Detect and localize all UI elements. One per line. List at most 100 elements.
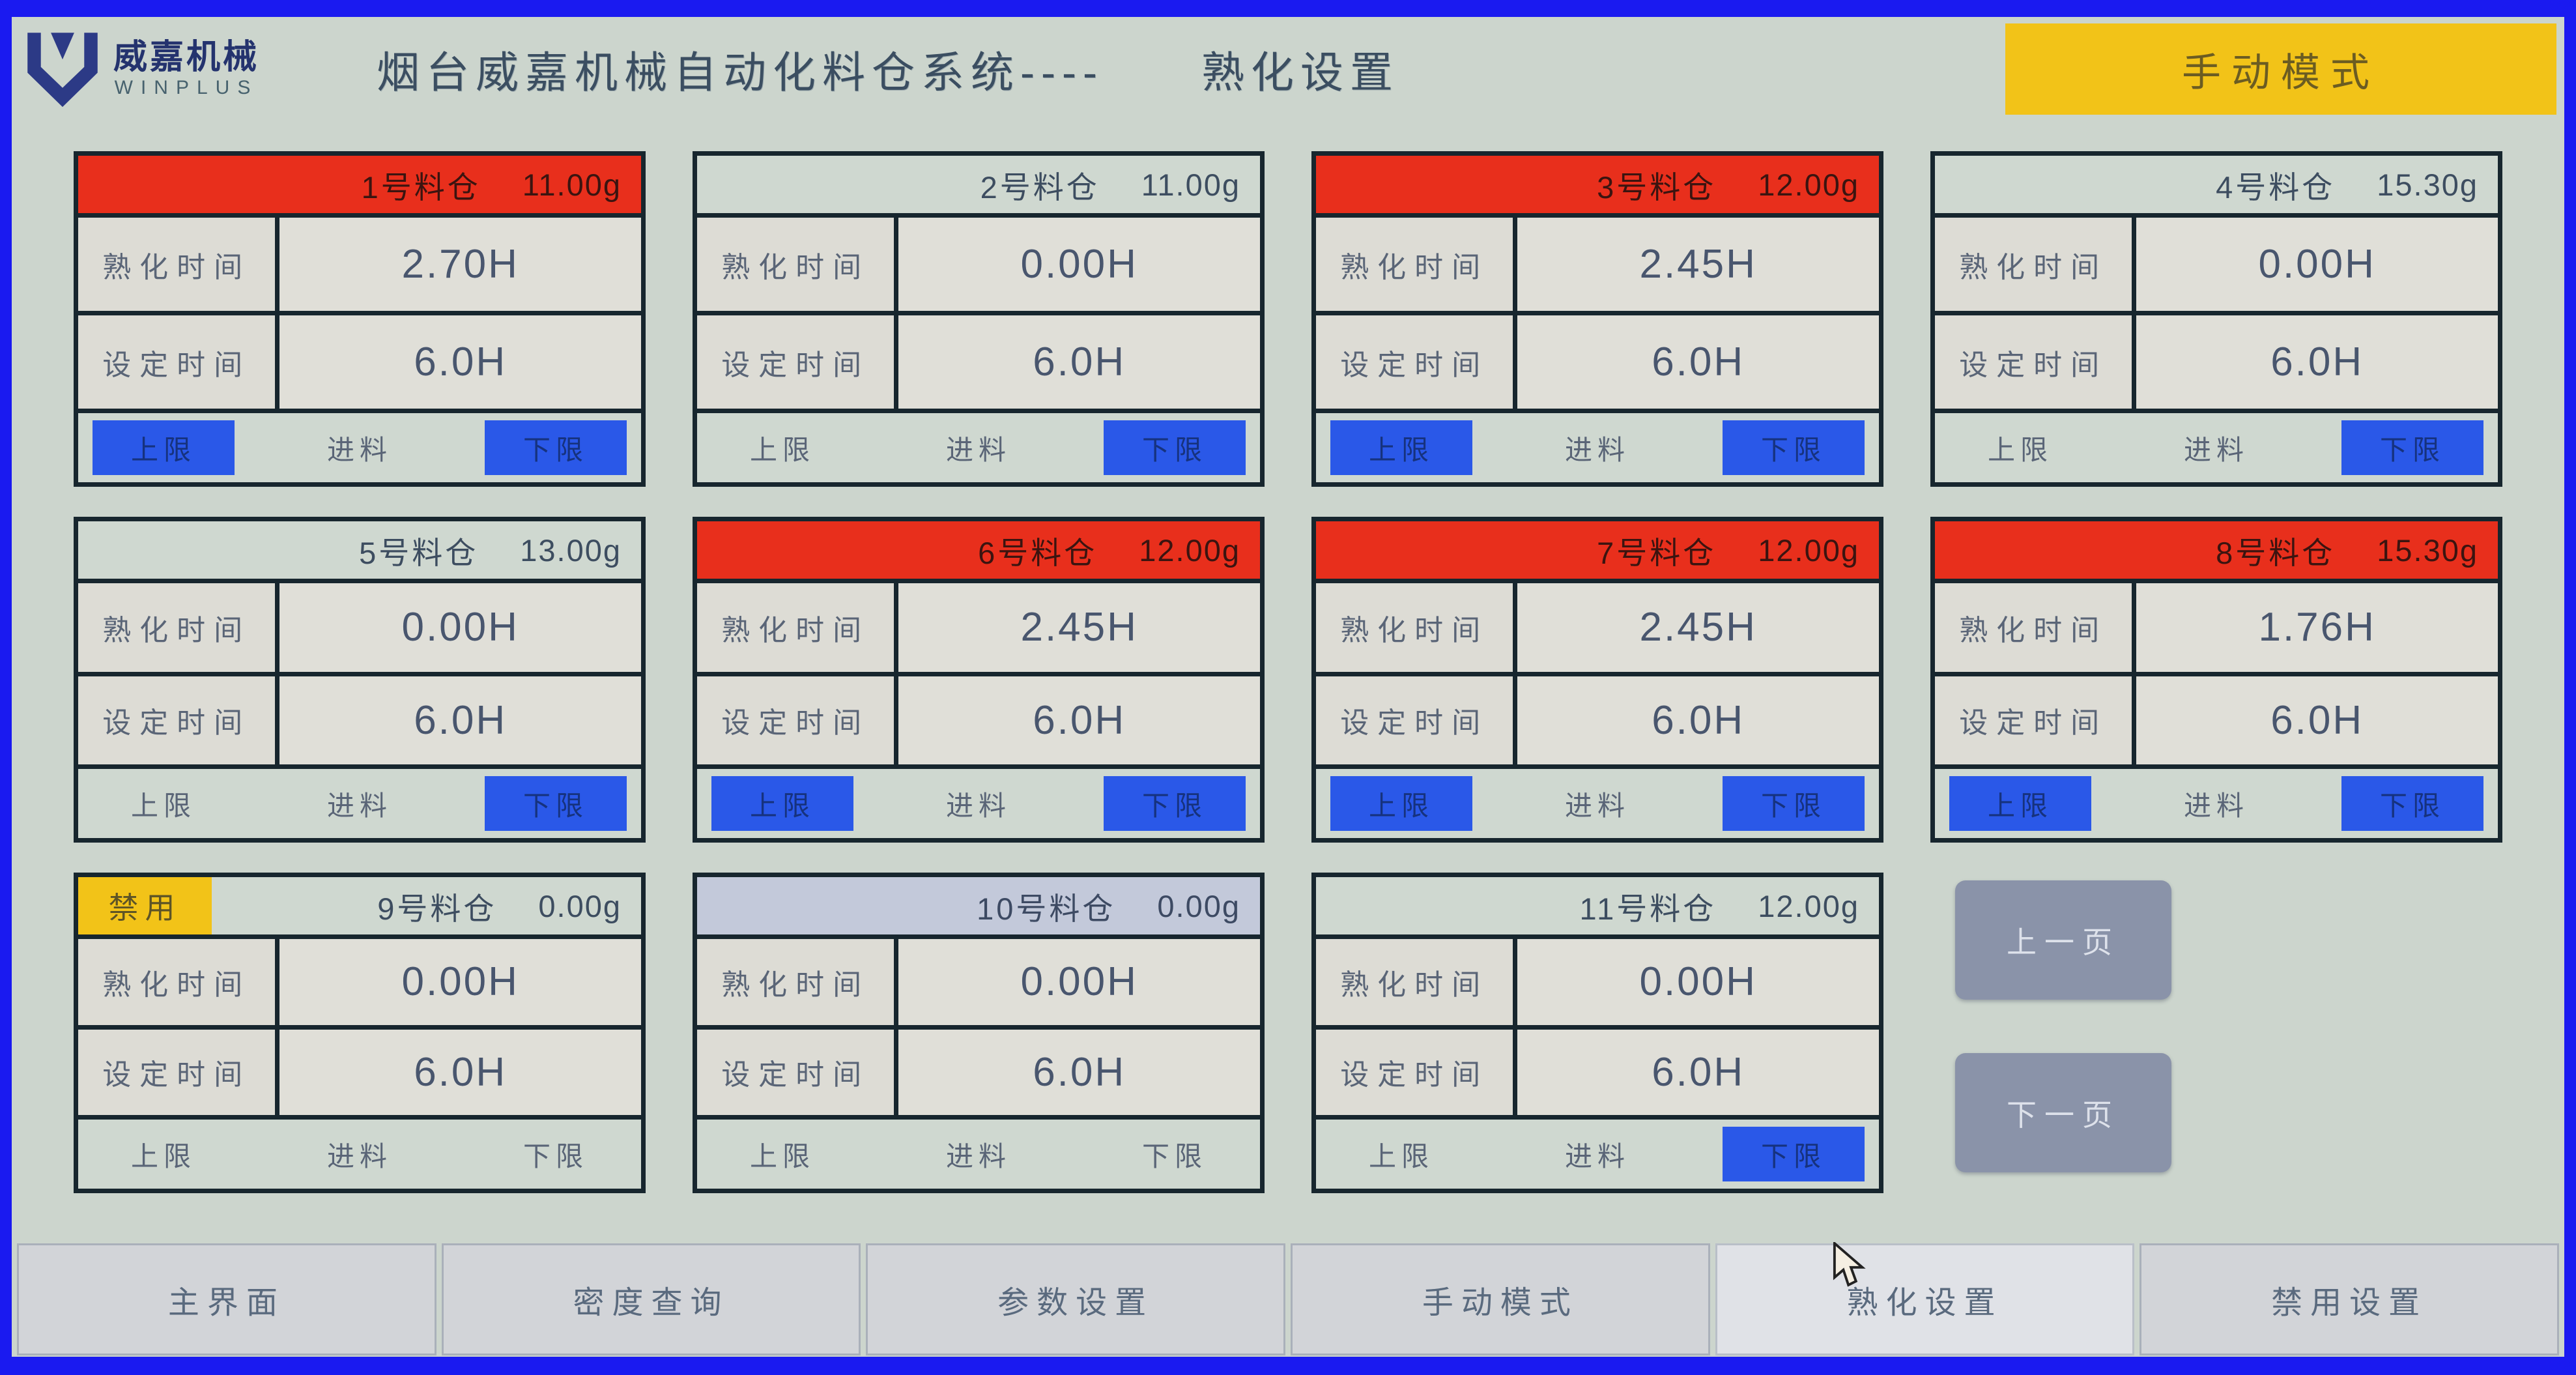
silo-weight: 0.00g [1157, 888, 1240, 923]
set-time-value[interactable]: 6.0H [898, 315, 1260, 409]
set-time-value[interactable]: 6.0H [2136, 676, 2498, 764]
silo-panel: 11号料仓 12.00g 熟化时间 0.00H 设定时间 6.0H 上限 进料 … [1311, 873, 1883, 1193]
curing-time-value[interactable]: 2.45H [1517, 218, 1879, 311]
silo-header[interactable]: 禁用 9号料仓 0.00g [78, 877, 641, 939]
silo-panel: 4号料仓 15.30g 熟化时间 0.00H 设定时间 6.0H 上限 进料 下… [1930, 151, 2502, 487]
curing-time-value[interactable]: 1.76H [2136, 583, 2498, 672]
nav-button[interactable]: 参数设置 [866, 1243, 1285, 1355]
upper-limit-indicator: 上限 [749, 1140, 815, 1172]
prev-page-button[interactable]: 上一页 [1955, 880, 2171, 1000]
nav-button[interactable]: 熟化设置 [1715, 1243, 2135, 1355]
winplus-logo: 威嘉机械 WINPLUS [21, 26, 259, 113]
lower-limit-indicator: 下限 [1723, 420, 1865, 475]
set-time-label: 设定时间 [1316, 315, 1518, 409]
pager-column: 上一页 下一页 [1930, 873, 2502, 1193]
upper-limit-indicator: 上限 [130, 790, 196, 821]
silo-header[interactable]: 6号料仓 12.00g [697, 521, 1260, 583]
upper-limit-indicator: 上限 [711, 776, 853, 831]
curing-time-value[interactable]: 0.00H [898, 939, 1260, 1025]
nav-button[interactable]: 手动模式 [1291, 1243, 1710, 1355]
set-time-value[interactable]: 6.0H [279, 1029, 641, 1115]
set-time-label: 设定时间 [697, 676, 899, 764]
silo-name: 4号料仓 [2216, 169, 2336, 205]
silo-panel: 10号料仓 0.00g 熟化时间 0.00H 设定时间 6.0H 上限 进料 下… [693, 873, 1265, 1193]
set-time-label: 设定时间 [1316, 1029, 1518, 1115]
nav-button[interactable]: 禁用设置 [2140, 1243, 2559, 1355]
silo-header[interactable]: 11号料仓 12.00g [1316, 877, 1879, 939]
curing-time-value[interactable]: 0.00H [898, 218, 1260, 311]
set-time-label: 设定时间 [1935, 676, 2137, 764]
set-time-value[interactable]: 6.0H [1517, 676, 1879, 764]
curing-time-row: 熟化时间 2.70H [78, 218, 641, 315]
silo-panel: 6号料仓 12.00g 熟化时间 2.45H 设定时间 6.0H 上限 进料 下… [693, 517, 1265, 843]
lower-limit-indicator: 下限 [1104, 776, 1246, 831]
curing-time-row: 熟化时间 0.00H [697, 939, 1260, 1030]
curing-time-value[interactable]: 0.00H [279, 939, 641, 1025]
curing-time-value[interactable]: 0.00H [1517, 939, 1879, 1025]
curing-time-value[interactable]: 0.00H [2136, 218, 2498, 311]
set-time-label: 设定时间 [1935, 315, 2137, 409]
silo-panel: 3号料仓 12.00g 熟化时间 2.45H 设定时间 6.0H 上限 进料 下… [1311, 151, 1883, 487]
silo-name: 6号料仓 [978, 535, 1098, 570]
set-time-label: 设定时间 [697, 1029, 899, 1115]
curing-time-value[interactable]: 0.00H [279, 583, 641, 672]
curing-time-value[interactable]: 2.45H [1517, 583, 1879, 672]
silo-header[interactable]: 10号料仓 0.00g [697, 877, 1260, 939]
silo-header[interactable]: 7号料仓 12.00g [1316, 521, 1879, 583]
curing-time-row: 熟化时间 0.00H [1935, 218, 2498, 315]
silo-header[interactable]: 1号料仓 11.00g [78, 156, 641, 218]
silo-name: 2号料仓 [980, 169, 1100, 205]
curing-time-label: 熟化时间 [1316, 939, 1518, 1025]
curing-time-row: 熟化时间 2.45H [1316, 583, 1879, 676]
set-time-value[interactable]: 6.0H [279, 315, 641, 409]
disabled-badge: 禁用 [78, 877, 212, 934]
silo-weight: 15.30g [2377, 532, 2478, 568]
bottom-nav: 主界面 密度查询 参数设置 手动模式 熟化设置 禁用设置 [12, 1243, 2564, 1355]
set-time-label: 设定时间 [1316, 676, 1518, 764]
page-title: 熟化设置 [1201, 48, 1399, 96]
winplus-w-icon [21, 26, 104, 113]
curing-time-label: 熟化时间 [697, 218, 899, 311]
silo-panel: 5号料仓 13.00g 熟化时间 0.00H 设定时间 6.0H 上限 进料 下… [74, 517, 646, 843]
silo-name: 3号料仓 [1597, 169, 1717, 205]
upper-limit-indicator: 上限 [93, 420, 235, 475]
silo-name: 9号料仓 [377, 891, 497, 926]
set-time-label: 设定时间 [78, 1029, 280, 1115]
curing-time-label: 熟化时间 [697, 583, 899, 672]
set-time-value[interactable]: 6.0H [279, 676, 641, 764]
curing-time-row: 熟化时间 1.76H [1935, 583, 2498, 676]
curing-time-label: 熟化时间 [1935, 218, 2137, 311]
silo-header[interactable]: 5号料仓 13.00g [78, 521, 641, 583]
nav-button[interactable]: 主界面 [17, 1243, 436, 1355]
set-time-value[interactable]: 6.0H [2136, 315, 2498, 409]
silo-panel: 禁用 9号料仓 0.00g 熟化时间 0.00H 设定时间 6.0H 上限 进料… [74, 873, 646, 1193]
set-time-value[interactable]: 6.0H [1517, 1029, 1879, 1115]
silo-header[interactable]: 3号料仓 12.00g [1316, 156, 1879, 218]
curing-time-label: 熟化时间 [1935, 583, 2137, 672]
set-time-row: 设定时间 6.0H [697, 676, 1260, 769]
silo-header[interactable]: 8号料仓 15.30g [1935, 521, 2498, 583]
nav-button[interactable]: 密度查询 [441, 1243, 861, 1355]
curing-time-row: 熟化时间 2.45H [1316, 218, 1879, 315]
curing-time-value[interactable]: 2.45H [898, 583, 1260, 672]
lower-limit-indicator: 下限 [485, 420, 627, 475]
curing-time-value[interactable]: 2.70H [279, 218, 641, 311]
set-time-value[interactable]: 6.0H [898, 1029, 1260, 1115]
next-page-button[interactable]: 下一页 [1955, 1053, 2171, 1172]
feed-indicator: 进料 [1564, 1140, 1630, 1172]
silo-name: 7号料仓 [1597, 535, 1717, 570]
set-time-value[interactable]: 6.0H [1517, 315, 1879, 409]
silo-name: 10号料仓 [977, 891, 1116, 926]
indicator-row: 上限 进料 下限 [697, 769, 1260, 838]
title-wrap: 烟台威嘉机械自动化料仓系统---- 熟化设置 [377, 38, 1399, 100]
lower-limit-indicator: 下限 [485, 776, 627, 831]
silo-header[interactable]: 4号料仓 15.30g [1935, 156, 2498, 218]
curing-time-row: 熟化时间 0.00H [78, 583, 641, 676]
curing-time-row: 熟化时间 2.45H [697, 583, 1260, 676]
set-time-value[interactable]: 6.0H [898, 676, 1260, 764]
silo-header[interactable]: 2号料仓 11.00g [697, 156, 1260, 218]
feed-indicator: 进料 [945, 434, 1011, 465]
silo-weight: 0.00g [538, 888, 622, 923]
set-time-row: 设定时间 6.0H [1316, 315, 1879, 413]
